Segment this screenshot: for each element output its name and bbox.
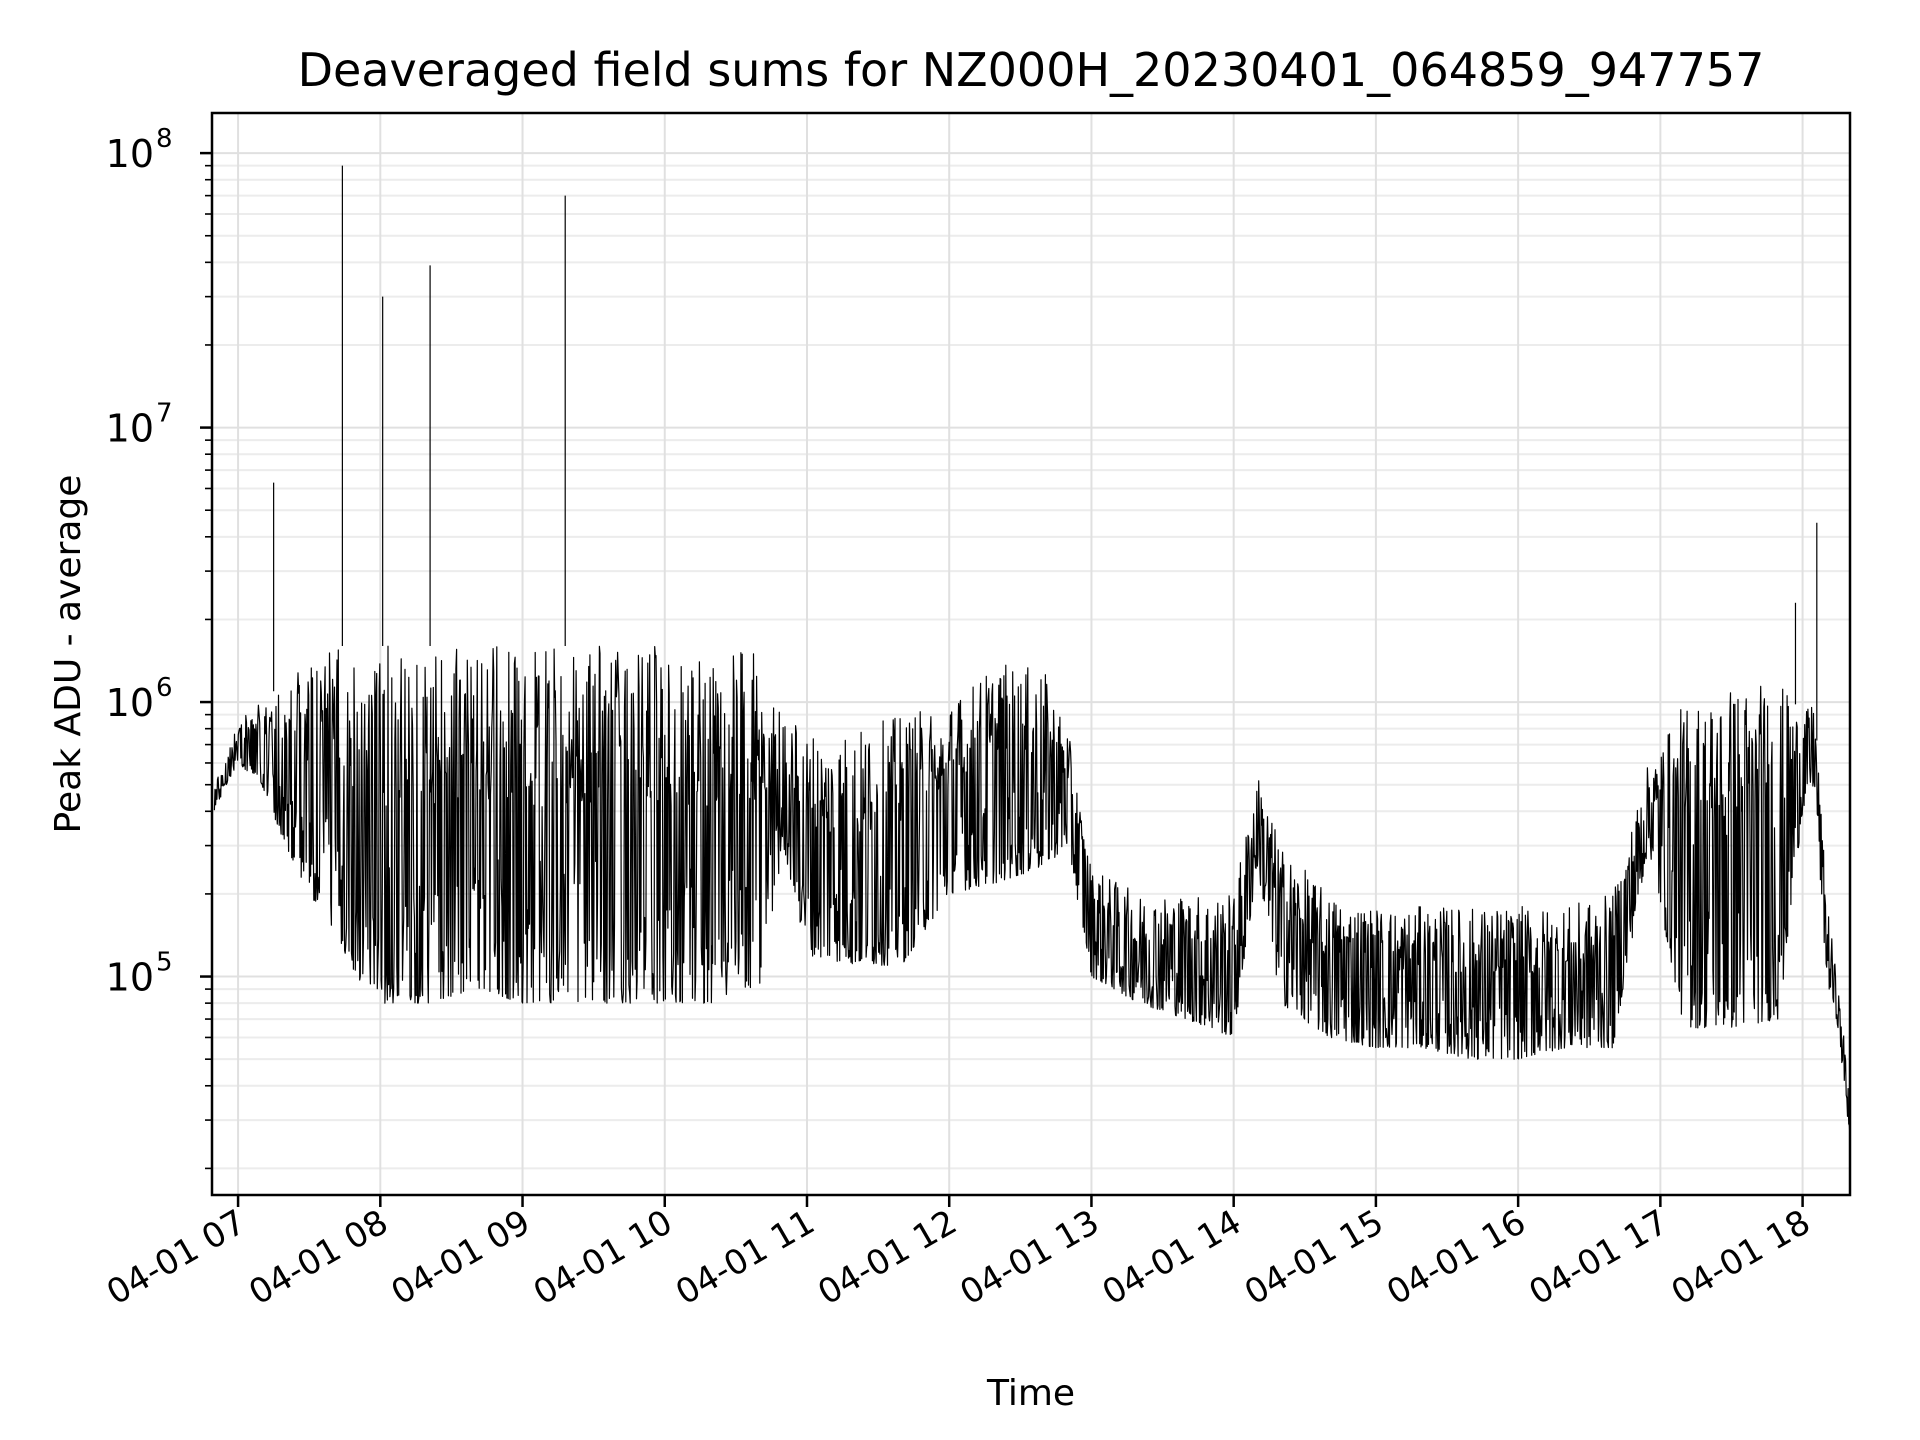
- series-line-peak-adu: [213, 645, 1851, 1140]
- x-axis-label: Time: [986, 1373, 1075, 1414]
- y-tick-label: 10: [106, 681, 154, 725]
- chart-title: Deaveraged field sums for NZ000H_2023040…: [298, 43, 1765, 97]
- y-tick-exponent: 5: [156, 948, 173, 978]
- y-tick-exponent: 8: [156, 124, 173, 154]
- y-axis-label: Peak ADU - average: [48, 475, 89, 834]
- y-tick-exponent: 7: [156, 399, 173, 429]
- y-tick-exponent: 6: [156, 673, 173, 703]
- y-tick-label: 10: [106, 407, 154, 451]
- y-tick-label: 10: [106, 132, 154, 176]
- y-tick-label: 10: [106, 956, 154, 1000]
- plot-frame: [210, 111, 1852, 1197]
- series-layer: [213, 165, 1851, 1140]
